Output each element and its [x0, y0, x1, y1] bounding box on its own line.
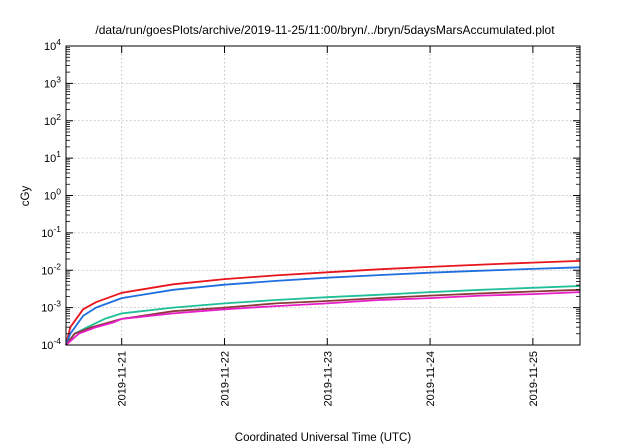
y-tick-label: 10-2: [41, 261, 61, 277]
series-line-1: [65, 260, 581, 346]
y-tick-label: 10-3: [41, 299, 61, 315]
series-line-3: [65, 285, 581, 346]
x-tick-label: 2019-11-24: [425, 351, 437, 406]
y-axis: 10-4 10-3 10-2 10-1 100 101 102 103 104: [41, 37, 580, 352]
y-tick-label: 102: [44, 112, 61, 128]
y-tick-label: 101: [44, 149, 61, 165]
y-tick-label: 104: [44, 37, 61, 53]
y-axis-label: cGy: [20, 186, 32, 207]
x-tick-label: 2019-11-21: [117, 351, 129, 406]
x-axis-label: Coordinated Universal Time (UTC): [235, 432, 412, 444]
y-tick-label: 103: [44, 74, 61, 90]
x-tick-label: 2019-11-25: [528, 351, 540, 406]
x-axis: 2019-11-21 2019-11-22 2019-11-23 2019-11-24…: [117, 46, 540, 406]
x-tick-label: 2019-11-22: [219, 351, 231, 406]
series-line-5: [65, 291, 581, 346]
chart-title: /data/run/goesPlots/archive/2019-11-25/1…: [95, 23, 555, 37]
y-tick-label: 10-4: [41, 336, 61, 352]
x-tick-label: 2019-11-23: [322, 351, 334, 406]
y-tick-label: 100: [44, 187, 61, 203]
y-tick-label: 10-1: [41, 224, 61, 240]
series-layer: [65, 260, 581, 346]
series-line-2: [65, 266, 581, 346]
grid-lines: [66, 46, 580, 345]
series-line-4: [65, 288, 581, 346]
